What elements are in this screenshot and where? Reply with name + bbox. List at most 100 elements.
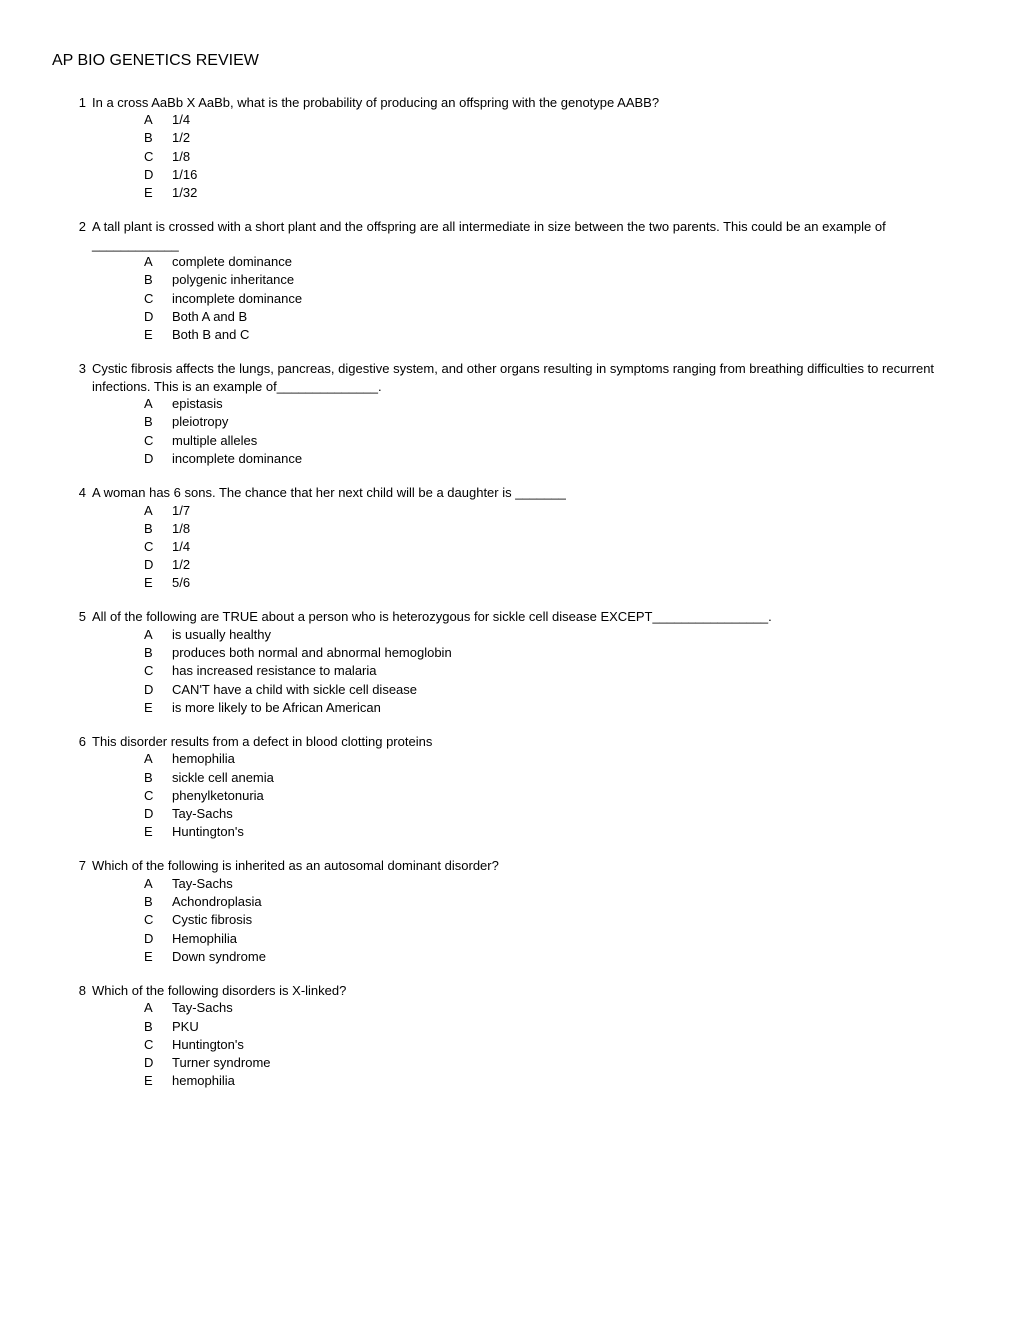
choice-row: E5/6 xyxy=(144,574,968,592)
choice-letter: C xyxy=(144,290,160,308)
choice-text: complete dominance xyxy=(160,253,968,271)
choice-text: Tay-Sachs xyxy=(160,805,968,823)
question-text: A woman has 6 sons. The chance that her … xyxy=(92,484,968,502)
choice-text: 1/16 xyxy=(160,166,968,184)
choice-row: Ais usually healthy xyxy=(144,626,968,644)
choice-row: Bsickle cell anemia xyxy=(144,769,968,787)
choice-text: sickle cell anemia xyxy=(160,769,968,787)
choice-row: Cmultiple alleles xyxy=(144,432,968,450)
question-text: Which of the following is inherited as a… xyxy=(92,857,968,875)
question-text: This disorder results from a defect in b… xyxy=(92,733,968,751)
choice-text: pleiotropy xyxy=(160,413,968,431)
choice-letter: A xyxy=(144,395,160,413)
choice-letter: B xyxy=(144,413,160,431)
choice-row: Cincomplete dominance xyxy=(144,290,968,308)
choice-row: Eis more likely to be African American xyxy=(144,699,968,717)
choice-letter: D xyxy=(144,308,160,326)
question-number: 4 xyxy=(72,484,92,502)
choice-text: 1/8 xyxy=(160,520,968,538)
choices: Acomplete dominanceBpolygenic inheritanc… xyxy=(52,253,968,344)
choice-text: 1/8 xyxy=(160,148,968,166)
choice-letter: A xyxy=(144,111,160,129)
choice-letter: B xyxy=(144,644,160,662)
question-text: All of the following are TRUE about a pe… xyxy=(92,608,968,626)
choice-text: 1/7 xyxy=(160,502,968,520)
choice-text: PKU xyxy=(160,1018,968,1036)
choice-text: hemophilia xyxy=(160,1072,968,1090)
question-text: Which of the following disorders is X-li… xyxy=(92,982,968,1000)
choice-row: A1/7 xyxy=(144,502,968,520)
question-number: 3 xyxy=(72,360,92,378)
choice-row: A1/4 xyxy=(144,111,968,129)
choice-letter: D xyxy=(144,556,160,574)
question: 7Which of the following is inherited as … xyxy=(52,857,968,965)
choice-row: D1/2 xyxy=(144,556,968,574)
choice-letter: E xyxy=(144,948,160,966)
choice-row: Ehemophilia xyxy=(144,1072,968,1090)
question-number: 5 xyxy=(72,608,92,626)
choice-row: Bpolygenic inheritance xyxy=(144,271,968,289)
question-row: 6This disorder results from a defect in … xyxy=(52,733,968,751)
page-title: AP BIO GENETICS REVIEW xyxy=(52,50,968,72)
choice-letter: C xyxy=(144,911,160,929)
choice-letter: D xyxy=(144,681,160,699)
choice-row: CHuntington's xyxy=(144,1036,968,1054)
question: 4A woman has 6 sons. The chance that her… xyxy=(52,484,968,592)
choice-letter: D xyxy=(144,1054,160,1072)
choice-text: 1/4 xyxy=(160,111,968,129)
choice-text: multiple alleles xyxy=(160,432,968,450)
choice-text: Tay-Sachs xyxy=(160,999,968,1017)
question-row: 5All of the following are TRUE about a p… xyxy=(52,608,968,626)
choice-letter: A xyxy=(144,253,160,271)
choice-letter: E xyxy=(144,326,160,344)
choice-letter: E xyxy=(144,1072,160,1090)
choice-letter: B xyxy=(144,769,160,787)
choices: ATay-SachsBAchondroplasiaCCystic fibrosi… xyxy=(52,875,968,966)
question-row: 1In a cross AaBb X AaBb, what is the pro… xyxy=(52,94,968,112)
choice-letter: A xyxy=(144,999,160,1017)
choice-letter: D xyxy=(144,930,160,948)
choice-row: CCystic fibrosis xyxy=(144,911,968,929)
choices: A1/7B1/8C1/4D1/2E5/6 xyxy=(52,502,968,593)
choice-text: produces both normal and abnormal hemogl… xyxy=(160,644,968,662)
choice-letter: B xyxy=(144,893,160,911)
choice-row: Ahemophilia xyxy=(144,750,968,768)
choices: AepistasisBpleiotropyCmultiple allelesDi… xyxy=(52,395,968,468)
question-row: 4A woman has 6 sons. The chance that her… xyxy=(52,484,968,502)
choice-letter: B xyxy=(144,129,160,147)
choice-row: ATay-Sachs xyxy=(144,875,968,893)
choice-text: CAN'T have a child with sickle cell dise… xyxy=(160,681,968,699)
choice-row: EDown syndrome xyxy=(144,948,968,966)
choice-text: has increased resistance to malaria xyxy=(160,662,968,680)
question-text: A tall plant is crossed with a short pla… xyxy=(92,218,968,253)
choice-row: EHuntington's xyxy=(144,823,968,841)
choice-text: incomplete dominance xyxy=(160,450,968,468)
choice-row: D1/16 xyxy=(144,166,968,184)
choice-text: Huntington's xyxy=(160,1036,968,1054)
choices: ATay-SachsBPKUCHuntington'sDTurner syndr… xyxy=(52,999,968,1090)
choice-text: 1/32 xyxy=(160,184,968,202)
choice-letter: B xyxy=(144,271,160,289)
choice-row: Acomplete dominance xyxy=(144,253,968,271)
choice-letter: E xyxy=(144,184,160,202)
choice-text: Tay-Sachs xyxy=(160,875,968,893)
question-text: Cystic fibrosis affects the lungs, pancr… xyxy=(92,360,968,395)
choice-letter: A xyxy=(144,875,160,893)
choice-text: Huntington's xyxy=(160,823,968,841)
choice-text: Achondroplasia xyxy=(160,893,968,911)
choice-text: phenylketonuria xyxy=(160,787,968,805)
question-number: 7 xyxy=(72,857,92,875)
choice-text: polygenic inheritance xyxy=(160,271,968,289)
choice-text: incomplete dominance xyxy=(160,290,968,308)
question-number: 1 xyxy=(72,94,92,112)
choice-text: epistasis xyxy=(160,395,968,413)
question-number: 2 xyxy=(72,218,92,236)
choice-letter: B xyxy=(144,1018,160,1036)
choice-letter: C xyxy=(144,538,160,556)
question: 2A tall plant is crossed with a short pl… xyxy=(52,218,968,344)
question-number: 8 xyxy=(72,982,92,1000)
choices: A1/4B1/2C1/8D1/16E1/32 xyxy=(52,111,968,202)
choice-row: DBoth A and B xyxy=(144,308,968,326)
choice-text: 1/2 xyxy=(160,129,968,147)
choice-row: Bpleiotropy xyxy=(144,413,968,431)
